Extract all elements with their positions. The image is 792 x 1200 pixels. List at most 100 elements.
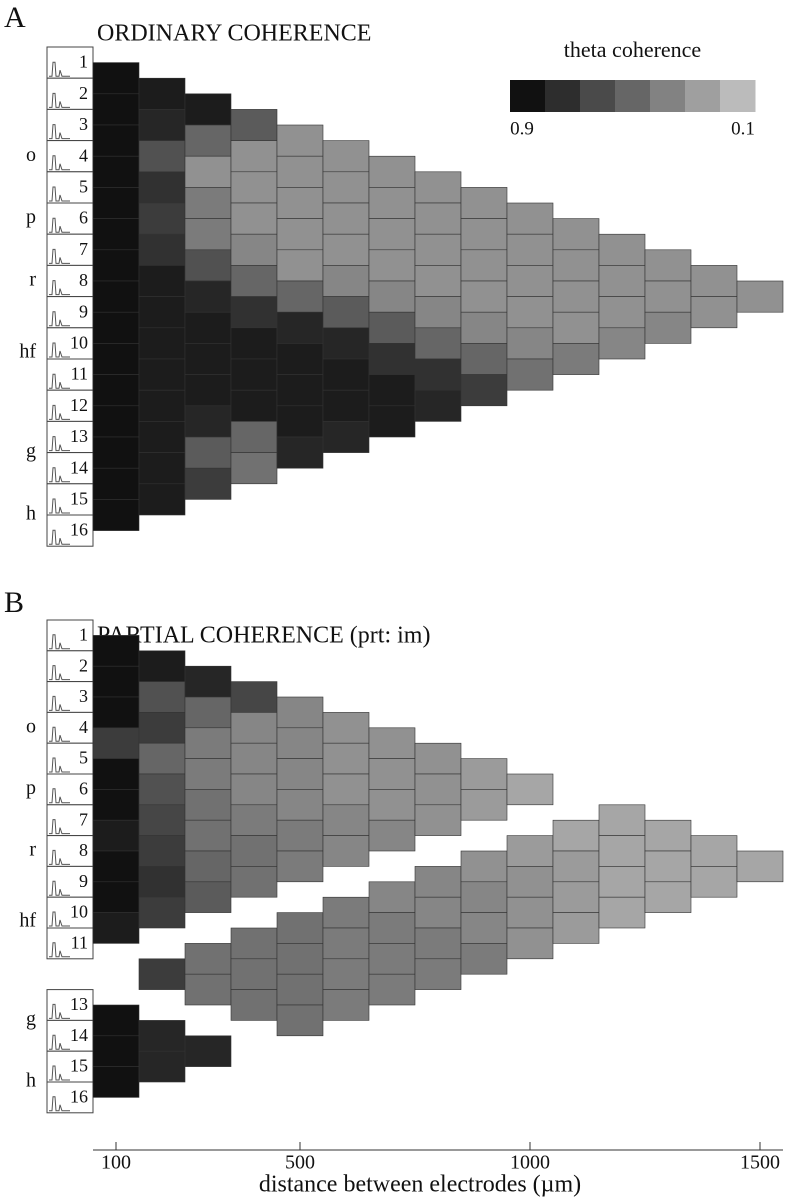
coherence-cell [92, 819, 140, 852]
coherence-cell [92, 155, 140, 188]
coherence-cell [92, 789, 140, 821]
coherence-cell [414, 233, 462, 266]
coherence-cell [460, 943, 508, 975]
channel-label: 16 [70, 1087, 88, 1107]
coherence-cell [138, 958, 186, 990]
channel-label: 9 [79, 871, 88, 891]
coherence-cell [368, 280, 416, 313]
channel-label: 8 [79, 840, 88, 860]
coherence-cell [184, 1035, 232, 1067]
coherence-cell [184, 943, 232, 975]
coherence-cell [92, 1066, 140, 1098]
coherence-cell [138, 77, 186, 110]
channel-label: 3 [79, 686, 88, 706]
coherence-cell [184, 311, 232, 344]
coherence-cell [138, 452, 186, 485]
coherence-cell [690, 265, 738, 297]
channel-spectrum [49, 342, 70, 358]
coherence-cell [552, 912, 600, 944]
coherence-cell [644, 311, 692, 344]
region-label: r [29, 269, 36, 291]
colorbar-tick-label: 0.1 [731, 118, 755, 139]
channel-spectrum [49, 529, 70, 545]
coherence-cell [138, 358, 186, 391]
region-label: h [26, 1070, 36, 1092]
coherence-cell [368, 249, 416, 282]
coherence-cell [368, 912, 416, 944]
channel-spectrum [49, 1003, 70, 1019]
coherence-cell [184, 249, 232, 282]
coherence-cell [92, 1004, 140, 1037]
coherence-cell [92, 311, 140, 344]
channel-label: 13 [70, 994, 88, 1014]
coherence-cell [92, 343, 140, 375]
channel-label: 2 [79, 655, 88, 675]
channel-label: 16 [70, 520, 88, 540]
coherence-cell [276, 187, 324, 219]
region-label: hf [19, 340, 36, 362]
coherence-cell [276, 912, 324, 944]
channel-spectrum [49, 1065, 70, 1081]
coherence-cell [92, 665, 140, 698]
coherence-cell [138, 712, 186, 744]
coherence-cell [92, 436, 140, 469]
coherence-cell [92, 727, 140, 759]
coherence-cell [644, 249, 692, 282]
coherence-cell [460, 311, 508, 344]
channel-label: 4 [79, 145, 88, 165]
channel-spectrum [49, 404, 70, 420]
coherence-cell [690, 835, 738, 867]
region-label: g [26, 440, 36, 462]
coherence-cell [322, 327, 370, 360]
coherence-cell [322, 927, 370, 960]
channel-label: 1 [79, 52, 88, 72]
coherence-cell [368, 789, 416, 821]
coherence-cell [598, 835, 646, 867]
channel-spectrum [49, 788, 70, 804]
coherence-cell [138, 896, 186, 929]
coherence-cell [184, 93, 232, 126]
coherence-cell [414, 866, 462, 898]
coherence-cell [322, 896, 370, 929]
coherence-cell [598, 896, 646, 929]
coherence-cell [184, 218, 232, 251]
panel-label: B [4, 586, 24, 619]
coherence-cell [92, 499, 140, 531]
coherence-cell [460, 758, 508, 790]
coherence-cell [736, 850, 784, 883]
channel-box [46, 711, 94, 744]
coherence-cell [276, 727, 324, 759]
channel-spectrum [49, 634, 70, 650]
coherence-cell [138, 835, 186, 867]
coherence-cell [552, 280, 600, 313]
coherence-cell [644, 850, 692, 883]
coherence-cell [92, 758, 140, 790]
coherence-cell [598, 296, 646, 329]
coherence-cell [276, 819, 324, 852]
colorbar-title: theta coherence [564, 37, 701, 62]
channel-spectrum [49, 311, 70, 327]
channel-spectrum [49, 280, 70, 296]
channel-label: 11 [71, 933, 88, 953]
channel-spectrum [49, 155, 70, 171]
coherence-cell [506, 835, 554, 867]
region-label: h [26, 503, 36, 525]
coherence-cell [184, 280, 232, 313]
coherence-cell [322, 389, 370, 422]
colorbar-band [580, 80, 616, 112]
coherence-cell [276, 124, 324, 157]
coherence-cell [92, 218, 140, 251]
coherence-cell [138, 1050, 186, 1083]
colorbar-band [615, 80, 651, 112]
coherence-cell [230, 327, 278, 360]
coherence-cell [138, 650, 186, 682]
coherence-cell [460, 343, 508, 375]
coherence-cell [690, 866, 738, 898]
channel-label: 7 [79, 239, 88, 259]
coherence-cell [368, 881, 416, 913]
coherence-cell [184, 155, 232, 188]
channel-label: 5 [79, 177, 88, 197]
coherence-cell [184, 881, 232, 913]
coherence-cell [184, 973, 232, 1006]
coherence-cell [138, 265, 186, 297]
